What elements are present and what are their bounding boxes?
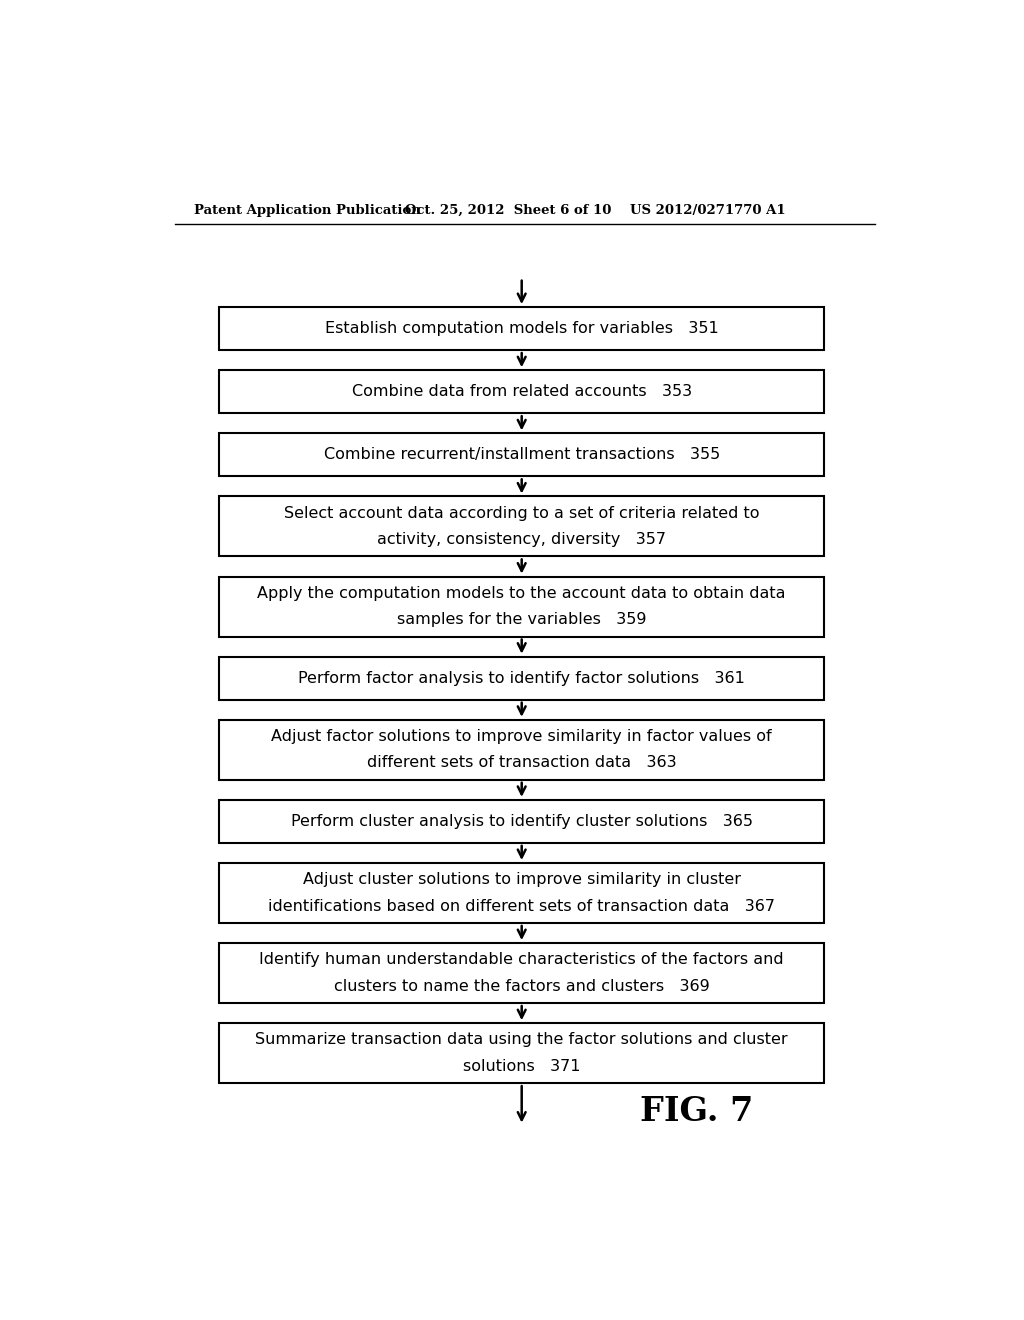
Text: Perform cluster analysis to identify cluster solutions   365: Perform cluster analysis to identify clu…	[291, 814, 753, 829]
Bar	[219, 800, 824, 843]
Text: Combine recurrent/installment transactions   355: Combine recurrent/installment transactio…	[324, 447, 720, 462]
Text: activity, consistency, diversity   357: activity, consistency, diversity 357	[377, 532, 667, 548]
Text: Select account data according to a set of criteria related to: Select account data according to a set o…	[284, 506, 760, 521]
Bar	[219, 433, 824, 477]
Text: Establish computation models for variables   351: Establish computation models for variabl…	[325, 321, 719, 337]
Text: samples for the variables   359: samples for the variables 359	[397, 612, 646, 627]
Text: Perform factor analysis to identify factor solutions   361: Perform factor analysis to identify fact…	[298, 671, 745, 685]
Text: Identify human understandable characteristics of the factors and: Identify human understandable characteri…	[259, 952, 784, 968]
Text: US 2012/0271770 A1: US 2012/0271770 A1	[630, 205, 785, 218]
Text: Adjust cluster solutions to improve similarity in cluster: Adjust cluster solutions to improve simi…	[303, 873, 740, 887]
Text: Combine data from related accounts   353: Combine data from related accounts 353	[351, 384, 692, 399]
Text: solutions   371: solutions 371	[463, 1059, 581, 1074]
Text: clusters to name the factors and clusters   369: clusters to name the factors and cluster…	[334, 978, 710, 994]
Text: identifications based on different sets of transaction data   367: identifications based on different sets …	[268, 899, 775, 913]
Text: Summarize transaction data using the factor solutions and cluster: Summarize transaction data using the fac…	[255, 1032, 788, 1048]
Text: different sets of transaction data   363: different sets of transaction data 363	[367, 755, 677, 771]
Bar	[219, 370, 824, 413]
Bar	[219, 496, 824, 557]
Text: Apply the computation models to the account data to obtain data: Apply the computation models to the acco…	[257, 586, 786, 601]
Text: Oct. 25, 2012  Sheet 6 of 10: Oct. 25, 2012 Sheet 6 of 10	[406, 205, 611, 218]
Bar	[219, 1023, 824, 1084]
Bar	[219, 308, 824, 350]
Bar	[219, 656, 824, 700]
Bar	[219, 942, 824, 1003]
Text: Patent Application Publication: Patent Application Publication	[194, 205, 421, 218]
Bar	[219, 863, 824, 923]
Text: FIG. 7: FIG. 7	[640, 1096, 753, 1129]
Bar	[219, 719, 824, 780]
Bar	[219, 577, 824, 636]
Text: Adjust factor solutions to improve similarity in factor values of: Adjust factor solutions to improve simil…	[271, 729, 772, 744]
